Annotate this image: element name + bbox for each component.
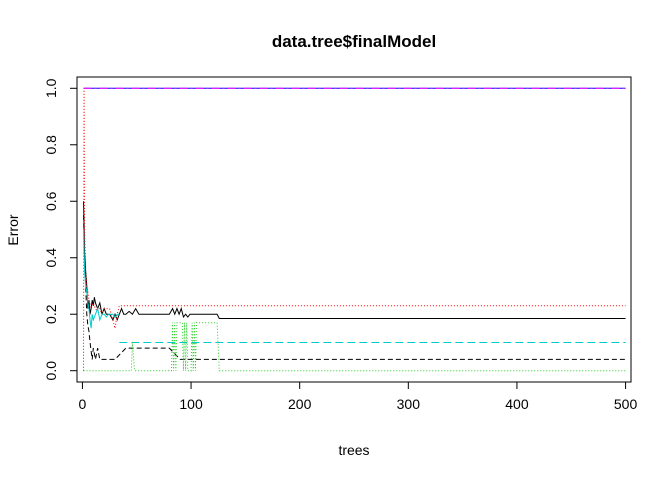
- plot-frame: [76, 76, 632, 383]
- x-tick-label: 300: [397, 396, 421, 412]
- chart-title: data.tree$finalModel: [272, 32, 436, 51]
- y-tick-label: 0.0: [43, 361, 59, 381]
- series-line-3: [83, 88, 626, 371]
- y-tick-label: 0.6: [43, 191, 59, 211]
- y-axis: 0.0 0.2 0.4 0.6 0.8 1.0: [43, 78, 78, 381]
- y-tick-label: 0.8: [43, 135, 59, 155]
- x-tick-label: 200: [288, 396, 312, 412]
- y-axis-label: Error: [5, 214, 21, 245]
- y-tick-label: 1.0: [43, 78, 59, 98]
- y-tick-label: 0.4: [43, 248, 59, 268]
- x-axis: 0 100 200 300 400 500: [79, 381, 638, 412]
- series-line-4: [83, 229, 120, 329]
- series-layer: [83, 87, 626, 372]
- x-tick-label: 0: [79, 396, 87, 412]
- x-tick-label: 100: [179, 396, 203, 412]
- x-axis-label: trees: [338, 442, 369, 458]
- series-line-2: [83, 215, 626, 360]
- series-line-1: [83, 201, 626, 322]
- series-line-6: [83, 322, 626, 372]
- x-tick-label: 400: [505, 396, 529, 412]
- y-tick-label: 0.2: [43, 304, 59, 324]
- x-tick-label: 500: [614, 396, 638, 412]
